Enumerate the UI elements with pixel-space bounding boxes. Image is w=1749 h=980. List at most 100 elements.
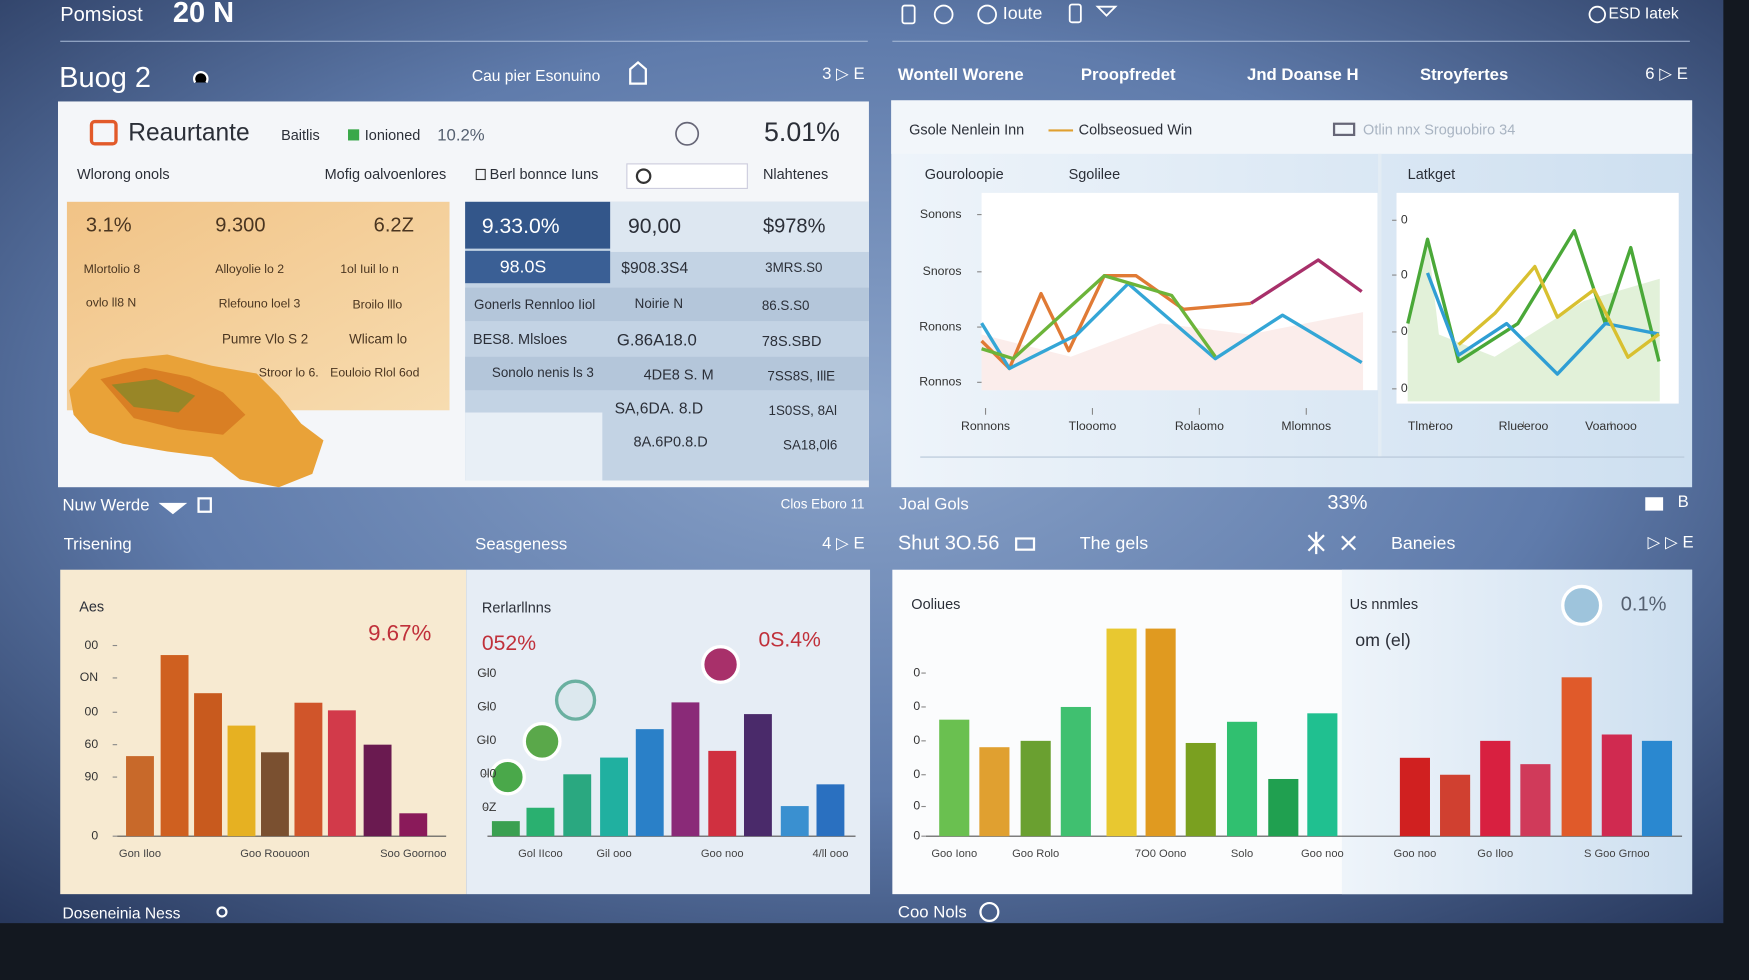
label: Baitlis [281,128,320,144]
table-cell: 9.33.0% [482,215,560,238]
bar [261,752,289,837]
table-cell: 86.S.S0 [762,298,810,313]
x-tick-label: Mlomnos [1281,419,1331,433]
y-tick-label: Ronons [919,319,961,333]
icon [89,119,118,146]
bar [491,821,520,837]
table-cell: Mlortolio 8 [84,262,141,276]
y-tick-label: 00 [85,704,99,718]
card-header [891,100,1693,154]
icon [635,168,652,184]
icon [701,644,741,684]
y-tick-label: 0l0 [480,767,497,781]
table-cell: Rlefouno loel 3 [219,297,301,311]
label: Joal Gols [899,494,969,513]
line-series [1425,272,1660,376]
table-cell: ovlo ll8 N [86,295,136,309]
label: 3 ▷ E [822,64,865,83]
legend-swatch [348,129,360,141]
cell [465,356,869,391]
bar [1020,740,1051,837]
label: om (el) [1355,630,1410,650]
table-cell: 1ol Iuil lo n [340,262,399,276]
label: Ioute [1003,3,1043,23]
bar [939,719,970,837]
label: 6 ▷ E [1645,64,1688,83]
bar [780,806,809,837]
icon [475,168,486,181]
bar [1307,713,1338,837]
bar [1601,734,1632,837]
y-tick-label: 0 [1401,381,1408,395]
label: Coo Nols [898,903,967,922]
annotation: 052% [482,632,536,655]
annotation: 9.67% [368,620,431,645]
bar [1185,742,1216,837]
x-tick-label: Goo noo [1301,848,1344,860]
x-tick-label: Goo Rolo [1012,848,1059,860]
table-cell: 90,00 [628,215,681,238]
label: The gels [1080,533,1148,553]
bar [708,750,737,837]
label: 0.1% [1621,594,1667,616]
area [981,312,1364,391]
label: Mofig oalvoenlores [325,167,447,183]
y-tick-label: Sonons [920,207,962,221]
label: Gsole Nenlein Inn [909,122,1024,138]
line-series [1249,258,1363,305]
table-cell: 4DE8 S. M [644,368,714,384]
table-cell: Sonolo nenis ls 3 [492,365,594,380]
bar [1060,706,1091,837]
y-tick-label: 0 [913,699,920,713]
label: 4 ▷ E [822,533,865,552]
table-cell: $908.3S4 [621,260,688,277]
label: Nuw Werde [62,496,149,515]
bar [979,747,1010,837]
line-series [1406,229,1661,364]
bar [399,813,428,837]
label: Colbseosued Win [1079,122,1193,138]
x-tick-label: Gil ooo [596,848,631,860]
icon [1561,584,1603,627]
y-tick-label: 0 [913,767,920,781]
bar [635,729,664,837]
icon [522,721,562,761]
x-tick-label: Rlueeroo [1499,419,1549,433]
y-tick-label: 60 [85,737,99,751]
bar [816,784,845,837]
bar [600,757,628,837]
chart-title: Rerlarllnns [482,601,551,617]
y-tick-label: 0 [1401,213,1408,227]
label: Us nnmles [1350,597,1418,613]
y-tick-label: 0 [1401,267,1408,281]
label: 10.2% [437,125,485,144]
x-tick-label: Rolaomo [1175,419,1224,433]
card [60,569,467,895]
table-cell: Broilo lllo [352,298,402,312]
table-cell: G.86A18.0 [617,331,697,350]
bar [1480,740,1511,837]
label: Jnd Doanse H [1247,65,1359,84]
cell [465,287,869,322]
bar [363,744,392,837]
y-tick-label: 0 [91,828,98,842]
bar [327,710,356,837]
table-cell: Stroor lo 6. [259,366,319,380]
y-tick-label: 0 [913,665,920,679]
area [1407,239,1660,402]
line-series [981,274,1217,361]
label: Reaurtante [128,119,249,146]
bar [526,807,555,837]
x-tick-label: Solo [1231,848,1253,860]
bar [1106,628,1137,837]
y-tick-label: Snoros [923,264,962,278]
table-cell: 6.2Z [374,215,414,237]
cell [465,412,603,481]
label: Cau pier Esonuino [472,68,601,85]
bar [160,655,189,837]
bar [194,693,222,837]
chart-title: Latkget [1408,167,1456,183]
bar [227,725,256,837]
x-tick-label: Goo noo [1394,848,1437,860]
cell [465,250,611,284]
